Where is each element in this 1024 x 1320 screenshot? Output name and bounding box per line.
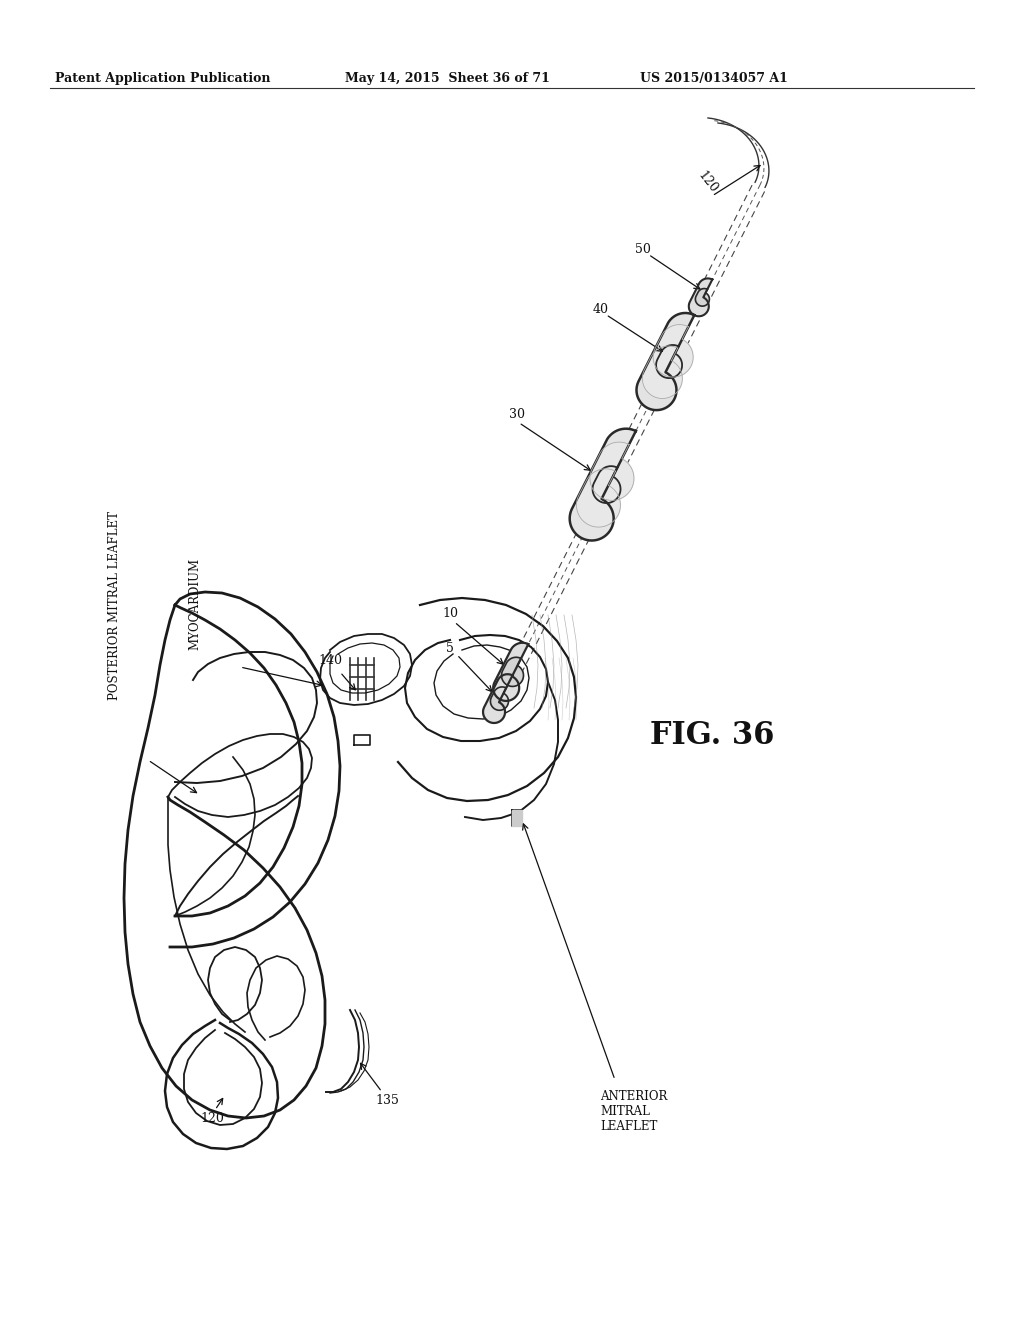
Polygon shape <box>689 279 713 317</box>
Polygon shape <box>637 313 694 411</box>
Polygon shape <box>490 686 509 710</box>
Polygon shape <box>653 325 693 378</box>
Text: FIG. 36: FIG. 36 <box>650 719 774 751</box>
Polygon shape <box>593 466 621 503</box>
Text: 120: 120 <box>695 169 720 195</box>
Polygon shape <box>577 469 621 527</box>
Polygon shape <box>569 429 636 540</box>
Text: 40: 40 <box>593 304 609 315</box>
Text: 50: 50 <box>635 243 651 256</box>
Text: MYOCARDIUM: MYOCARDIUM <box>188 558 202 649</box>
Polygon shape <box>512 810 522 826</box>
Text: 5: 5 <box>445 642 454 655</box>
Polygon shape <box>494 643 528 701</box>
Text: May 14, 2015  Sheet 36 of 71: May 14, 2015 Sheet 36 of 71 <box>345 73 550 84</box>
Polygon shape <box>695 289 710 306</box>
Polygon shape <box>642 346 682 399</box>
Text: 30: 30 <box>509 408 524 421</box>
Polygon shape <box>483 675 513 723</box>
Text: POSTERIOR MITRAL LEAFLET: POSTERIOR MITRAL LEAFLET <box>109 511 122 700</box>
Text: 140: 140 <box>318 653 342 667</box>
Text: 120: 120 <box>200 1111 224 1125</box>
Text: ANTERIOR
MITRAL
LEAFLET: ANTERIOR MITRAL LEAFLET <box>600 1090 668 1133</box>
Polygon shape <box>590 442 634 500</box>
Polygon shape <box>502 657 523 686</box>
Text: 135: 135 <box>375 1093 399 1106</box>
Polygon shape <box>656 345 682 378</box>
Text: 10: 10 <box>442 607 459 620</box>
Text: Patent Application Publication: Patent Application Publication <box>55 73 270 84</box>
Text: US 2015/0134057 A1: US 2015/0134057 A1 <box>640 73 787 84</box>
